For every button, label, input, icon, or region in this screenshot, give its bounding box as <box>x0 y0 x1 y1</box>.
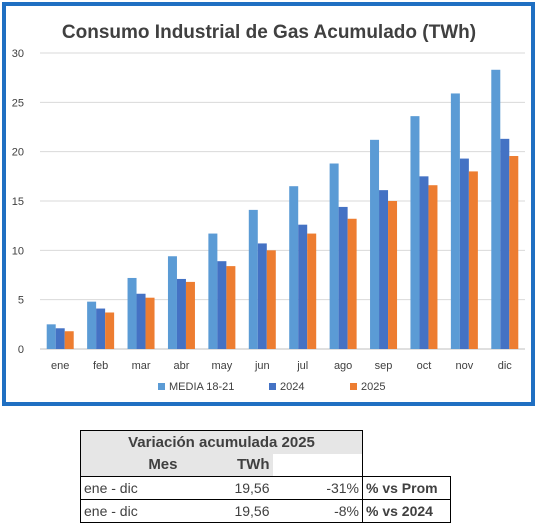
bar <box>248 209 258 349</box>
legend-swatch <box>269 383 276 390</box>
bar <box>388 201 398 349</box>
x-tick-label: jun <box>254 360 270 372</box>
bar <box>338 206 348 349</box>
y-tick-label: 10 <box>12 245 24 257</box>
bar <box>509 156 519 349</box>
blank-cell <box>362 453 451 477</box>
y-tick-label: 20 <box>12 147 24 159</box>
bar <box>185 281 195 349</box>
bar <box>226 266 236 349</box>
x-tick-label: sep <box>375 360 393 372</box>
x-tick-label: abr <box>174 360 190 372</box>
x-tick-label: jul <box>296 360 308 372</box>
bar <box>217 261 227 349</box>
chart-frame: Consumo Industrial de Gas Acumulado (TWh… <box>2 2 535 406</box>
x-tick-label: feb <box>93 360 108 372</box>
bar <box>127 277 137 349</box>
y-tick-label: 0 <box>18 344 24 356</box>
summary-table: Variación acumulada 2025 Mes TWh ene - d… <box>80 430 451 523</box>
x-tick-label: mar <box>132 360 151 372</box>
y-tick-label: 15 <box>12 196 24 208</box>
legend-swatch <box>158 383 165 390</box>
blank-cell <box>362 430 451 454</box>
bar <box>307 233 317 349</box>
bar <box>459 158 469 349</box>
column-header-blank <box>272 453 363 477</box>
y-tick-label: 25 <box>12 97 24 109</box>
bar <box>298 224 308 349</box>
bar <box>96 308 106 349</box>
bar <box>468 171 478 349</box>
bar <box>428 185 438 349</box>
row-twh: 19,56 <box>180 476 273 500</box>
bar <box>145 297 155 349</box>
x-tick-label: oct <box>417 360 432 372</box>
bar <box>176 278 186 349</box>
chart-title: Consumo Industrial de Gas Acumulado (TWh… <box>62 22 476 43</box>
x-tick-label: dic <box>498 360 513 372</box>
summary-row: ene - dic 19,56 -8% % vs 2024 <box>80 499 451 523</box>
row-variation: -31% <box>272 476 363 500</box>
bar <box>167 256 177 349</box>
legend-label: 2025 <box>361 381 385 393</box>
bar <box>491 69 501 350</box>
bar <box>87 301 97 349</box>
bar <box>208 233 218 349</box>
summary-title: Variación acumulada 2025 <box>80 430 363 454</box>
row-mes: ene - dic <box>80 499 181 523</box>
summary-row: ene - dic 19,56 -31% % vs Prom <box>80 476 451 500</box>
bar <box>266 250 276 349</box>
bar <box>46 324 56 349</box>
bar <box>379 190 389 349</box>
bar <box>289 186 299 349</box>
bar <box>347 218 357 349</box>
bar <box>64 331 74 349</box>
x-tick-label: ene <box>51 360 69 372</box>
y-tick-label: 5 <box>18 295 24 307</box>
column-header-mes: Mes <box>80 453 181 477</box>
x-tick-label: may <box>211 360 232 372</box>
legend-label: MEDIA 18-21 <box>169 381 234 393</box>
bar <box>105 312 115 349</box>
summary-header-row: Mes TWh <box>80 453 451 477</box>
ticks-layer: 0 5 10 15 20 25 30 ene feb mar abr may jun jul ago sep o… <box>12 48 513 372</box>
x-tick-label: nov <box>456 360 474 372</box>
x-tick-label: ago <box>334 360 352 372</box>
row-mes: ene - dic <box>80 476 181 500</box>
row-label: % vs Prom <box>362 476 451 500</box>
row-twh: 19,56 <box>180 499 273 523</box>
bar <box>410 116 420 349</box>
bar <box>136 293 146 349</box>
row-variation: -8% <box>272 499 363 523</box>
bars-layer <box>46 69 519 350</box>
bar <box>370 139 380 349</box>
legend-swatch <box>350 383 357 390</box>
column-header-twh: TWh <box>180 453 273 477</box>
legend-label: 2024 <box>280 381 304 393</box>
bar <box>450 93 460 349</box>
bar <box>500 138 510 349</box>
bar <box>257 243 267 349</box>
grid-layer <box>40 52 525 350</box>
y-tick-label: 30 <box>12 48 24 60</box>
chart-svg: Consumo Industrial de Gas Acumulado (TWh… <box>12 22 525 393</box>
legend: MEDIA 18-21 2024 2025 <box>158 381 385 393</box>
row-label: % vs 2024 <box>362 499 451 523</box>
bar <box>419 176 429 349</box>
bar <box>55 328 65 349</box>
summary-title-row: Variación acumulada 2025 <box>80 430 451 454</box>
bar <box>329 163 339 349</box>
